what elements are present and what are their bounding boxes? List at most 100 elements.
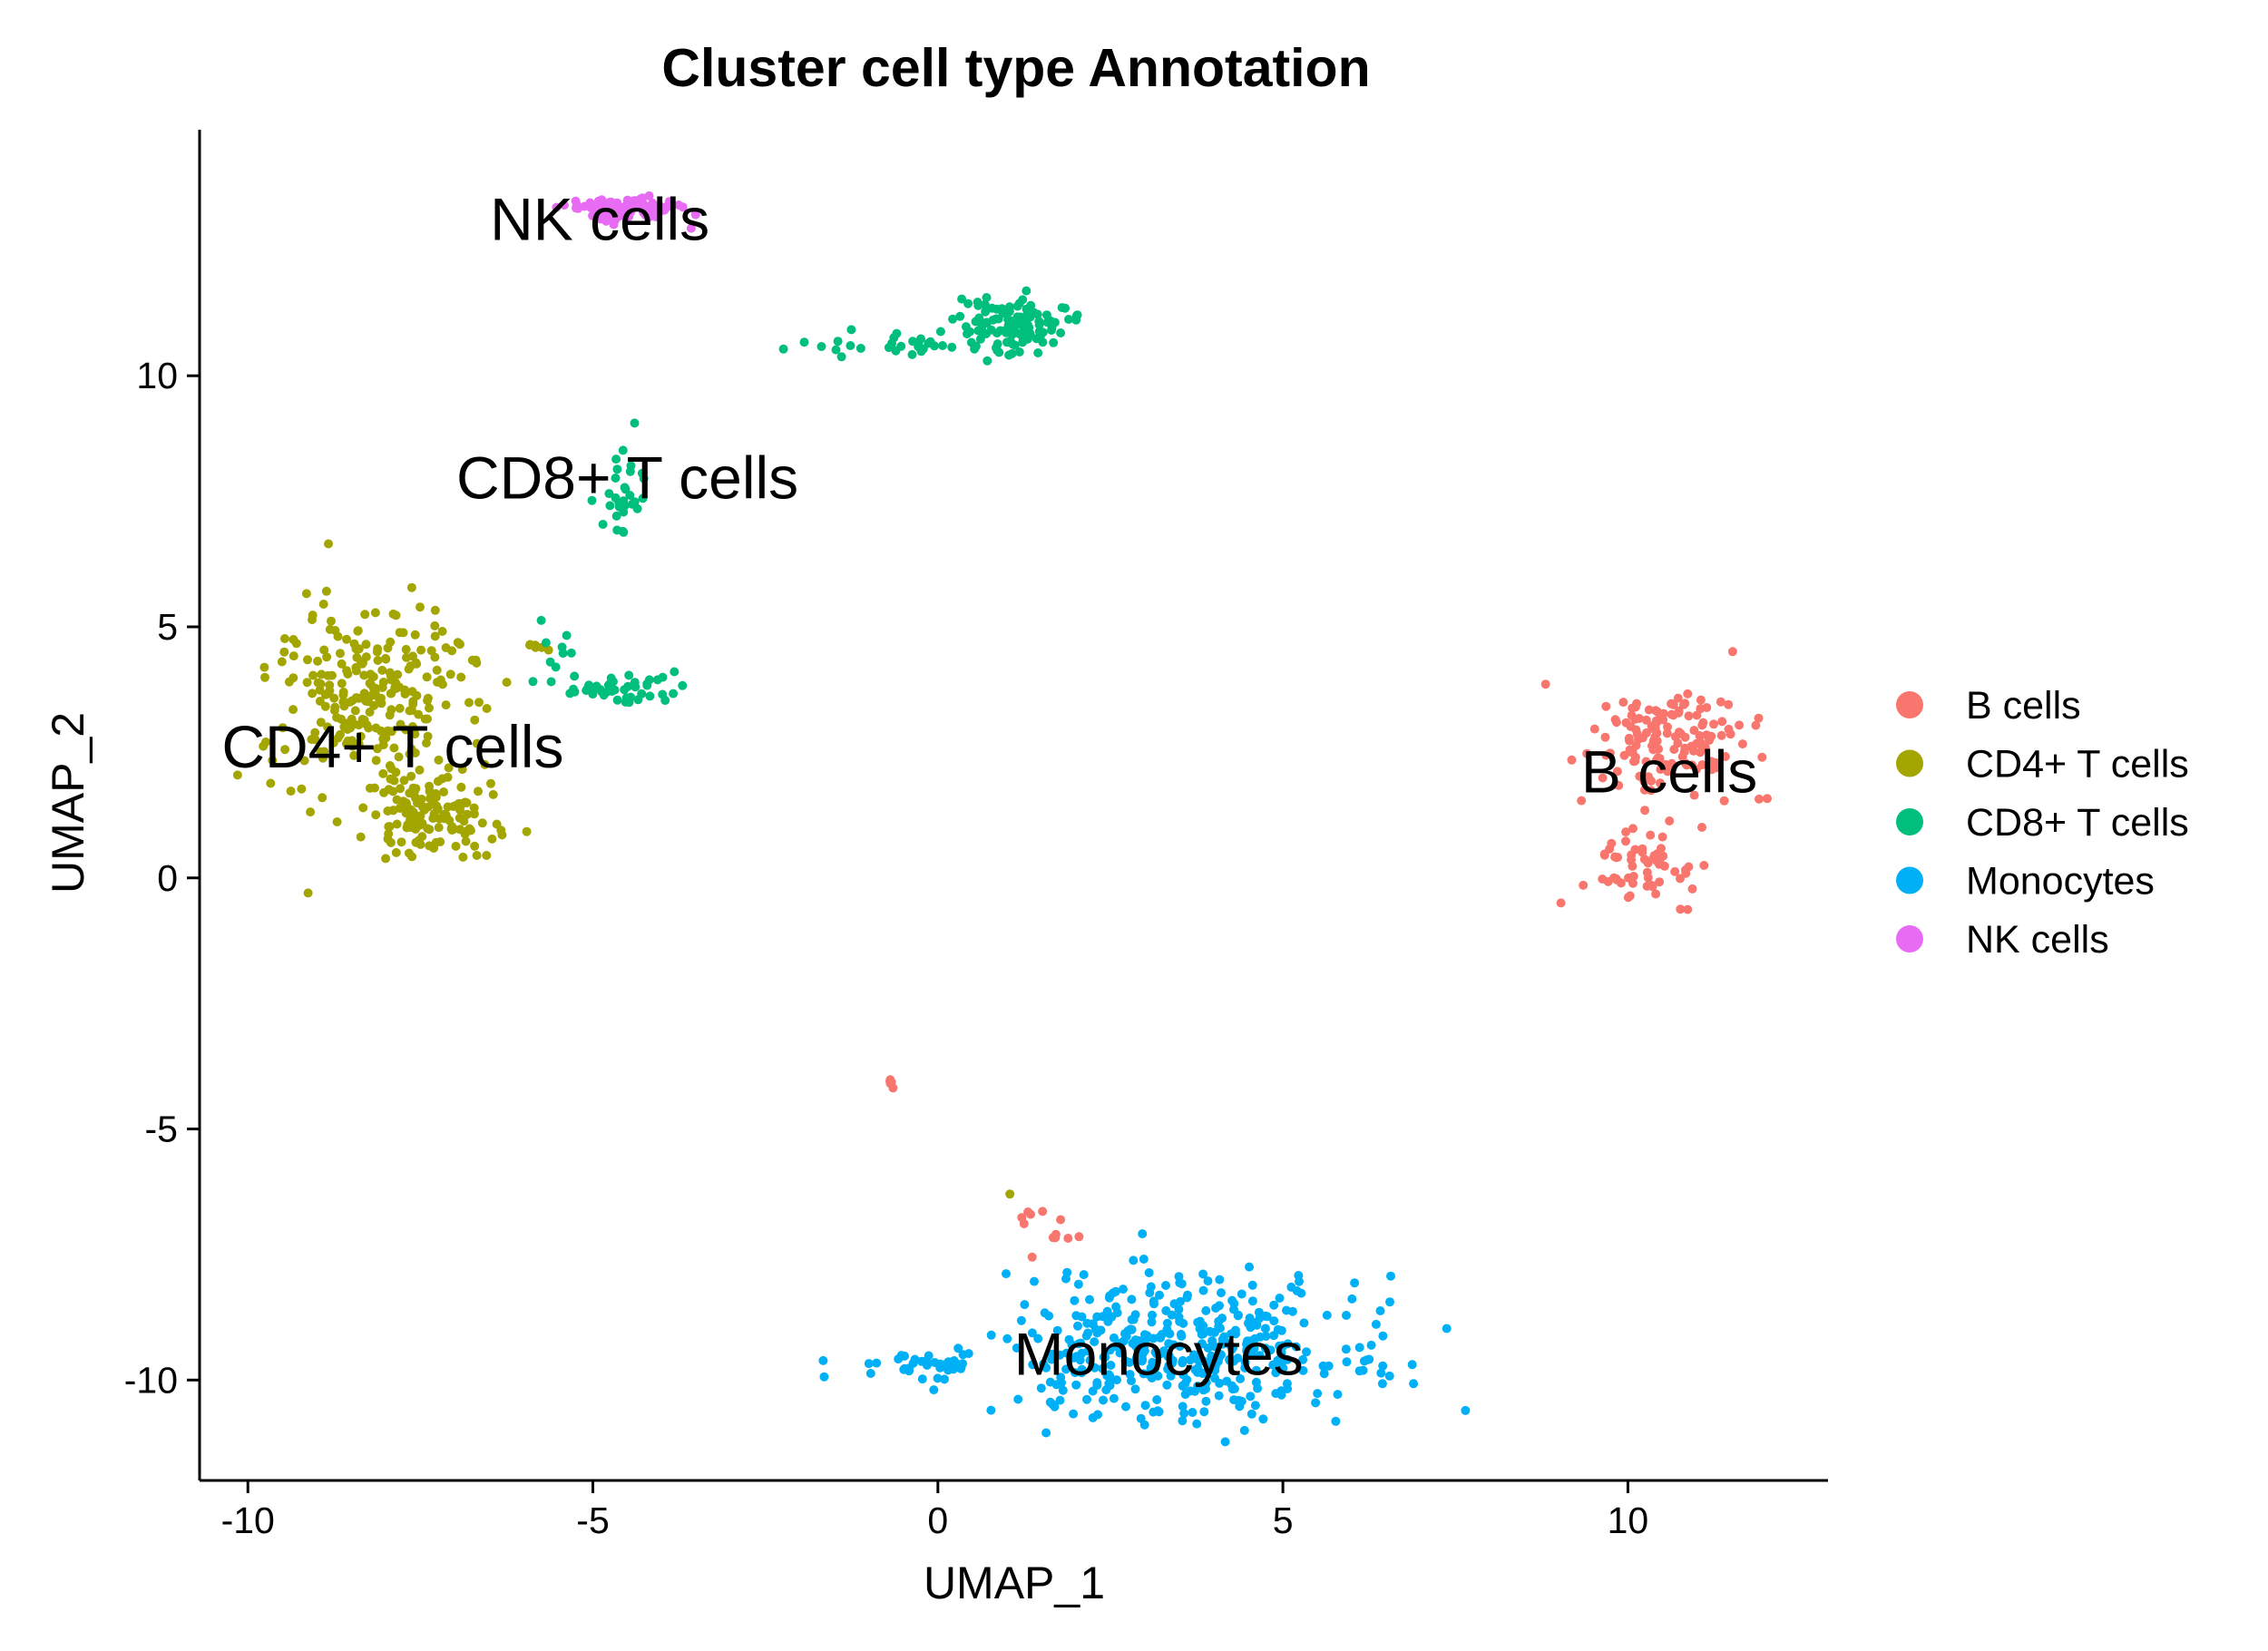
data-point <box>1705 736 1714 746</box>
data-point <box>1371 1319 1381 1329</box>
data-point <box>1333 1390 1343 1400</box>
data-point <box>1063 1234 1073 1243</box>
data-point <box>410 630 420 640</box>
data-point <box>362 720 372 729</box>
data-point <box>377 682 387 692</box>
data-point <box>1681 868 1691 878</box>
data-point <box>477 818 487 828</box>
data-point <box>587 495 597 505</box>
data-point <box>1190 1386 1200 1396</box>
data-point <box>1261 1332 1271 1341</box>
data-point <box>381 854 391 864</box>
data-point <box>1311 1398 1321 1408</box>
data-point <box>1582 748 1592 758</box>
data-point <box>1662 728 1672 738</box>
data-point <box>288 705 298 715</box>
data-point <box>1198 1321 1208 1331</box>
data-point <box>642 679 652 689</box>
data-point <box>1641 715 1651 725</box>
data-point <box>392 795 402 805</box>
data-point <box>447 646 457 656</box>
data-point <box>381 654 391 664</box>
data-point <box>1673 693 1683 703</box>
data-point <box>1683 689 1693 698</box>
data-point <box>1061 1364 1071 1374</box>
data-point <box>1201 1384 1211 1394</box>
data-point <box>1271 1368 1281 1378</box>
data-point <box>1699 861 1709 870</box>
data-point <box>1283 1354 1293 1364</box>
data-point <box>997 304 1007 314</box>
data-point <box>1697 823 1706 832</box>
data-point <box>358 803 368 813</box>
data-point <box>416 645 426 655</box>
data-point <box>1017 1213 1027 1223</box>
data-point <box>1050 318 1060 327</box>
data-point <box>1090 1337 1100 1347</box>
data-point <box>1034 317 1044 327</box>
data-point <box>451 841 461 851</box>
data-point <box>1654 744 1664 754</box>
data-point <box>973 300 983 310</box>
data-point <box>1073 1279 1083 1289</box>
y-tick-label: -10 <box>124 1359 178 1401</box>
data-point <box>572 203 581 213</box>
data-point <box>992 346 1002 356</box>
data-point <box>1386 1271 1395 1281</box>
data-point <box>1076 1338 1086 1348</box>
data-point <box>366 669 376 679</box>
data-point <box>1012 1343 1022 1353</box>
data-point <box>1630 702 1640 712</box>
data-point <box>1302 1347 1311 1357</box>
data-point <box>373 744 382 754</box>
cluster-label: B cells <box>1581 738 1757 806</box>
data-point <box>359 689 369 698</box>
data-point <box>525 640 535 650</box>
data-point <box>943 1365 953 1375</box>
data-point <box>1071 1352 1081 1362</box>
data-point <box>313 678 323 688</box>
data-point <box>1242 1346 1252 1356</box>
data-point <box>1260 1324 1270 1334</box>
data-point <box>1706 757 1716 767</box>
data-point <box>1626 722 1636 731</box>
data-point <box>402 652 411 662</box>
data-point <box>360 610 370 620</box>
data-point <box>904 1366 914 1376</box>
data-point <box>1205 1362 1215 1372</box>
data-point <box>614 203 624 213</box>
data-point <box>1652 728 1662 738</box>
data-point <box>259 741 269 751</box>
data-point <box>1047 1354 1057 1364</box>
x-tick-label: -5 <box>576 1500 609 1541</box>
data-point <box>1689 726 1699 736</box>
data-point <box>439 787 448 796</box>
data-point <box>474 698 484 708</box>
data-point <box>1104 1293 1114 1303</box>
data-point <box>1324 1361 1334 1371</box>
data-point <box>422 672 432 682</box>
data-point <box>1347 1294 1357 1304</box>
data-point <box>474 786 483 796</box>
data-point <box>447 822 457 832</box>
data-point <box>1634 714 1644 723</box>
data-point <box>1002 1269 1011 1279</box>
data-point <box>1131 1353 1141 1363</box>
data-point <box>352 652 362 662</box>
data-point <box>1239 1425 1249 1435</box>
data-point <box>1205 1326 1215 1336</box>
data-point <box>480 759 490 769</box>
y-tick-label: 10 <box>136 355 178 396</box>
data-point <box>1663 722 1672 732</box>
data-point <box>455 813 464 823</box>
data-point <box>884 343 894 353</box>
data-point <box>1215 1275 1225 1285</box>
data-point <box>625 466 635 476</box>
data-point <box>1342 1357 1352 1367</box>
data-point <box>1033 1334 1043 1343</box>
data-point <box>1144 1268 1154 1277</box>
data-point <box>1217 1288 1226 1298</box>
data-point <box>1004 302 1014 312</box>
data-point <box>1022 304 1031 314</box>
data-point <box>816 342 826 351</box>
